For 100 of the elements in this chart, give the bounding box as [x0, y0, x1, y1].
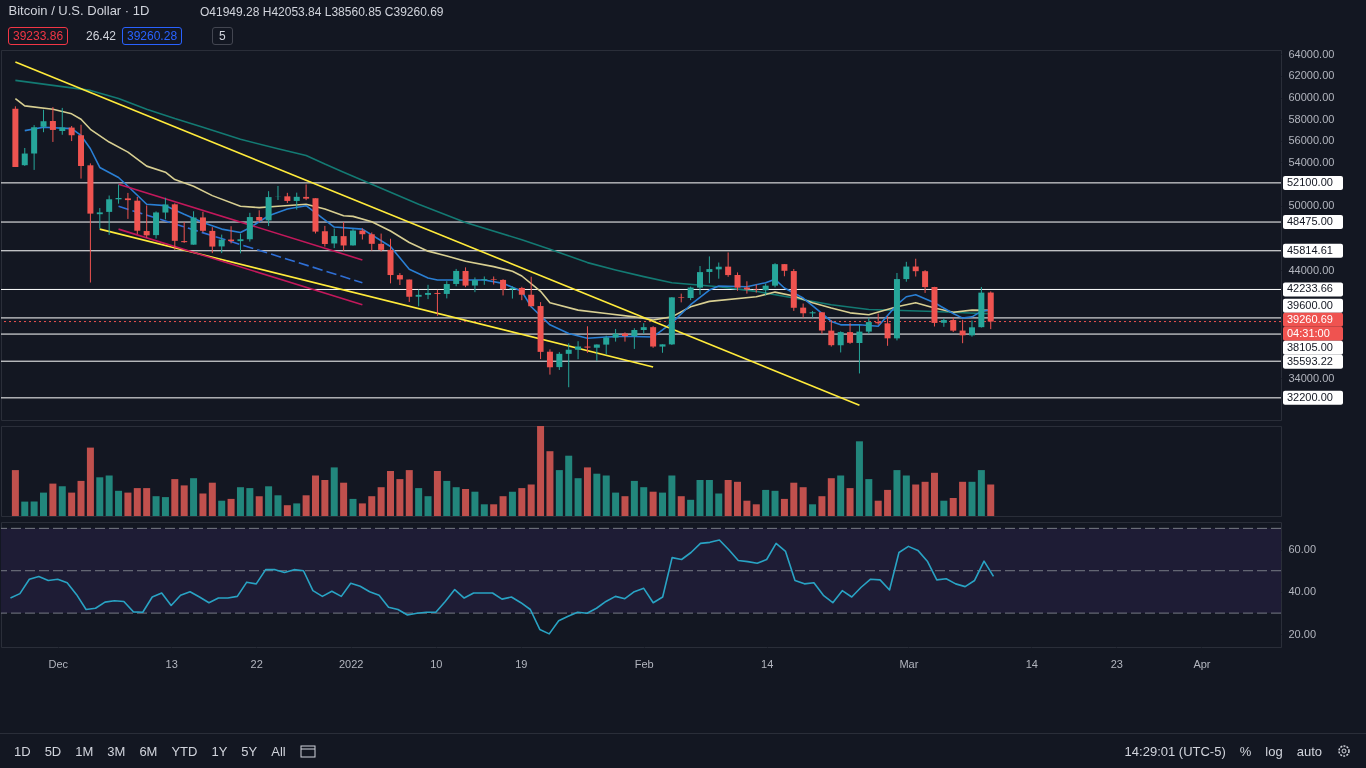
bar	[236, 487, 244, 516]
bar	[443, 480, 451, 516]
x-tick-label: Mar	[899, 657, 919, 670]
candlestick	[462, 266, 469, 288]
bar	[987, 484, 995, 516]
candlestick	[725, 251, 732, 278]
candlestick	[903, 261, 910, 283]
candlestick	[124, 192, 131, 220]
candlestick	[303, 183, 310, 201]
x-tick-label: 22	[250, 657, 263, 670]
bar	[480, 504, 488, 516]
y-tick-label: 44000.00	[1288, 263, 1335, 276]
bar	[227, 498, 235, 516]
bar	[527, 484, 535, 516]
bar	[555, 470, 563, 516]
bar	[621, 496, 629, 516]
bar	[283, 505, 291, 516]
candlestick	[49, 106, 56, 143]
x-tick-label: Apr	[1193, 657, 1211, 670]
candlestick	[734, 271, 741, 292]
x-tick-label: 19	[515, 657, 528, 670]
bar	[349, 498, 357, 516]
candlestick	[565, 342, 572, 388]
candlestick	[265, 190, 272, 227]
bar	[968, 481, 976, 516]
text: 3M	[107, 743, 126, 759]
bar	[133, 488, 141, 516]
candlestick	[584, 325, 591, 354]
bar	[208, 482, 216, 516]
candlestick	[425, 284, 432, 300]
bar	[405, 470, 413, 516]
bar	[546, 451, 554, 516]
candlestick	[546, 348, 553, 376]
bar	[508, 491, 516, 516]
candlestick	[631, 327, 638, 350]
bar	[180, 485, 188, 516]
bar	[143, 488, 151, 516]
candlestick	[837, 330, 844, 353]
bar	[677, 496, 685, 516]
candlestick	[59, 107, 66, 136]
bar	[77, 480, 85, 516]
bar	[724, 480, 732, 516]
bar	[396, 479, 404, 516]
bar	[902, 475, 910, 516]
bar	[602, 475, 610, 516]
text: log	[1265, 743, 1283, 759]
bar	[940, 500, 948, 516]
candlestick	[331, 227, 338, 249]
bar	[368, 496, 376, 516]
text: 26.42	[86, 29, 117, 43]
ref-line-label: 48475.00	[1287, 215, 1333, 228]
y-tick-label: 20.00	[1288, 627, 1317, 640]
text: 39260.28	[122, 27, 183, 45]
ref-line-label: 38105.00	[1287, 340, 1333, 353]
candlestick	[772, 262, 779, 288]
x-tick-label: Dec	[48, 657, 69, 670]
bar	[115, 490, 123, 516]
text: 1Y	[211, 743, 228, 759]
y-tick-label: 64000.00	[1288, 47, 1335, 60]
bar	[490, 504, 498, 516]
x-tick-label: 10	[430, 657, 443, 670]
bar	[658, 492, 666, 516]
bar	[218, 500, 226, 516]
bar	[499, 496, 507, 516]
bar	[30, 501, 38, 516]
candlestick	[209, 226, 216, 254]
candlestick	[856, 324, 863, 374]
bar	[433, 471, 441, 516]
bar	[190, 478, 198, 516]
bar	[68, 492, 76, 516]
bar	[330, 467, 338, 516]
bar	[930, 472, 938, 516]
y-tick-label: 56000.00	[1288, 134, 1335, 147]
bar	[780, 498, 788, 516]
x-tick-label: 2022	[338, 657, 364, 670]
bar	[799, 487, 807, 516]
text: O41949.28 H42053.84 L38560.85 C39260.69	[200, 5, 444, 19]
candlestick	[246, 212, 253, 243]
text: 5Y	[241, 743, 258, 759]
candlestick	[368, 231, 375, 252]
bar	[846, 488, 854, 516]
text: 1D	[14, 743, 31, 759]
bar	[565, 455, 573, 516]
ref-line-label: 32200.00	[1287, 390, 1333, 403]
bar	[959, 481, 967, 516]
bar	[321, 480, 329, 516]
bar	[696, 480, 704, 516]
bar	[415, 488, 423, 516]
ref-line-label: 42233.66	[1287, 282, 1333, 295]
bar	[387, 471, 395, 516]
y-tick-label: 54000.00	[1288, 155, 1335, 168]
x-tick-label: 14	[761, 657, 774, 670]
y-tick-label: 60.00	[1288, 543, 1317, 556]
ref-line-label: 39600.00	[1287, 298, 1333, 311]
x-tick-label: 14	[1025, 657, 1038, 670]
bar	[462, 489, 470, 516]
bar	[161, 497, 169, 516]
bar	[358, 503, 366, 516]
bar	[837, 475, 845, 516]
bar	[593, 473, 601, 516]
